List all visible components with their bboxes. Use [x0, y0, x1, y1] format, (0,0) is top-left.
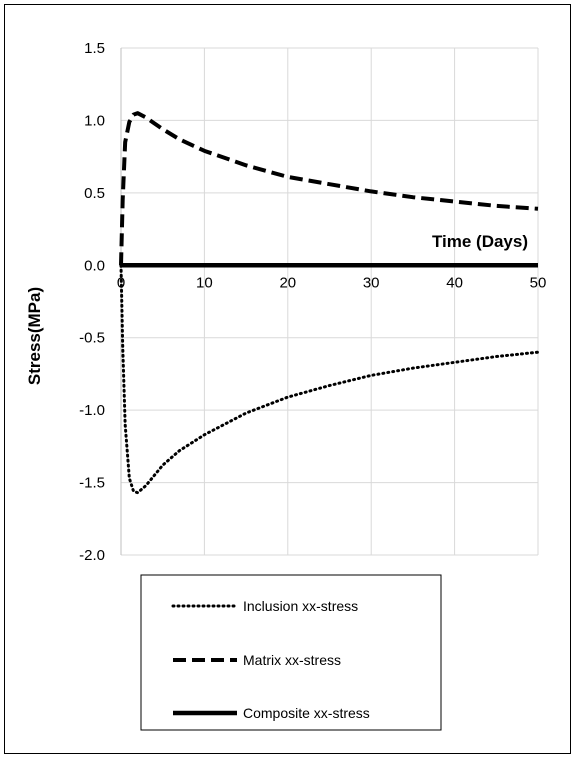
y-tick-label: -1.0: [79, 402, 105, 419]
y-tick-label: 1.5: [84, 40, 105, 57]
y-tick-label: -0.5: [79, 330, 105, 347]
y-tick-label: 0.5: [84, 185, 105, 202]
legend-label: Inclusion xx-stress: [243, 598, 358, 614]
series-layer: [119, 111, 540, 495]
series-line-dashed: [119, 111, 539, 266]
x-tick-label: 50: [530, 274, 547, 291]
y-tick-label: -1.5: [79, 475, 105, 492]
legend: Inclusion xx-stress Matrix xx-stress Compo…: [140, 574, 442, 731]
gridlines: [120, 47, 539, 556]
x-tick-label: 30: [363, 274, 380, 291]
legend-label: Matrix xx-stress: [243, 652, 341, 668]
x-tick-label: 40: [446, 274, 463, 291]
x-tick-label: 20: [279, 274, 296, 291]
y-tick-label: -2.0: [79, 547, 105, 564]
legend-label: Composite xx-stress: [243, 705, 370, 721]
y-tick-label: 0.0: [84, 257, 105, 274]
x-tick-label: 0: [117, 274, 125, 291]
y-axis-title: Stress(MPa): [25, 287, 44, 385]
x-tick-label: 10: [196, 274, 213, 291]
x-axis-title: Time (Days): [432, 232, 528, 251]
y-tick-label: 1.0: [84, 112, 105, 129]
series-line-dotted: [119, 263, 540, 495]
x-tick-labels: 0 10 20 30 40 50: [117, 274, 547, 291]
legend-box: [140, 574, 442, 731]
y-tick-labels: 1.5 1.0 0.5 0.0 -0.5 -1.0 -1.5 -2.0: [79, 40, 105, 564]
